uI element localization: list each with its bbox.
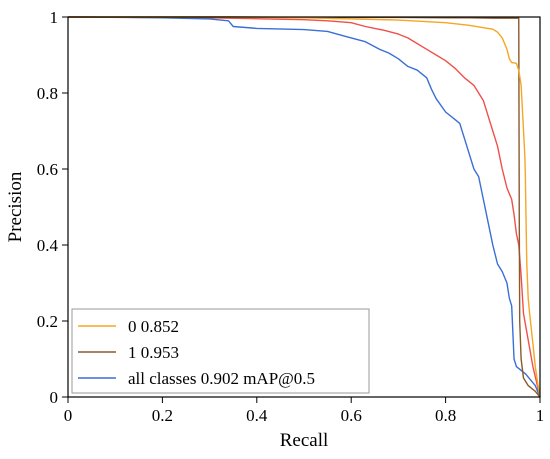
ticks-layer: 0 0.2 0.4 0.6 0.8 1 0 0.2 0.4 0.6 0.8 1 [37, 8, 545, 425]
x-tick-label: 0.8 [435, 406, 456, 425]
x-tick-label: 1 [536, 406, 545, 425]
pr-curve-line-2 [67, 16, 541, 398]
y-tick-label: 0.4 [37, 236, 59, 255]
legend-label: 1 0.953 [128, 343, 179, 362]
y-axis-title: Precision [5, 171, 26, 242]
legend-label: 0 0.852 [128, 317, 179, 336]
pr-curve-line-0 [68, 16, 541, 398]
pr-curve-line-3 [67, 16, 541, 398]
legend-entries: 0 0.852 1 0.953 all classes 0.902 mAP@0.5 [78, 317, 315, 388]
y-tick-label: 1 [50, 8, 59, 27]
plot-frame [67, 16, 541, 398]
x-tick-label: 0.4 [246, 406, 268, 425]
y-tick-label: 0.2 [37, 312, 58, 331]
y-tick-label: 0.6 [37, 160, 58, 179]
legend-box [71, 308, 370, 394]
y-tick-label: 0 [50, 388, 59, 407]
y-tick-label: 0.8 [37, 84, 58, 103]
legend-label: all classes 0.902 mAP@0.5 [128, 369, 315, 388]
x-tick-label: 0.2 [152, 406, 173, 425]
x-axis-title: Recall [280, 430, 329, 451]
x-tick-label: 0.6 [341, 406, 362, 425]
x-tick-label: 0 [64, 406, 73, 425]
legend: 0 0.852 1 0.953 all classes 0.902 mAP@0.5 [71, 308, 370, 394]
